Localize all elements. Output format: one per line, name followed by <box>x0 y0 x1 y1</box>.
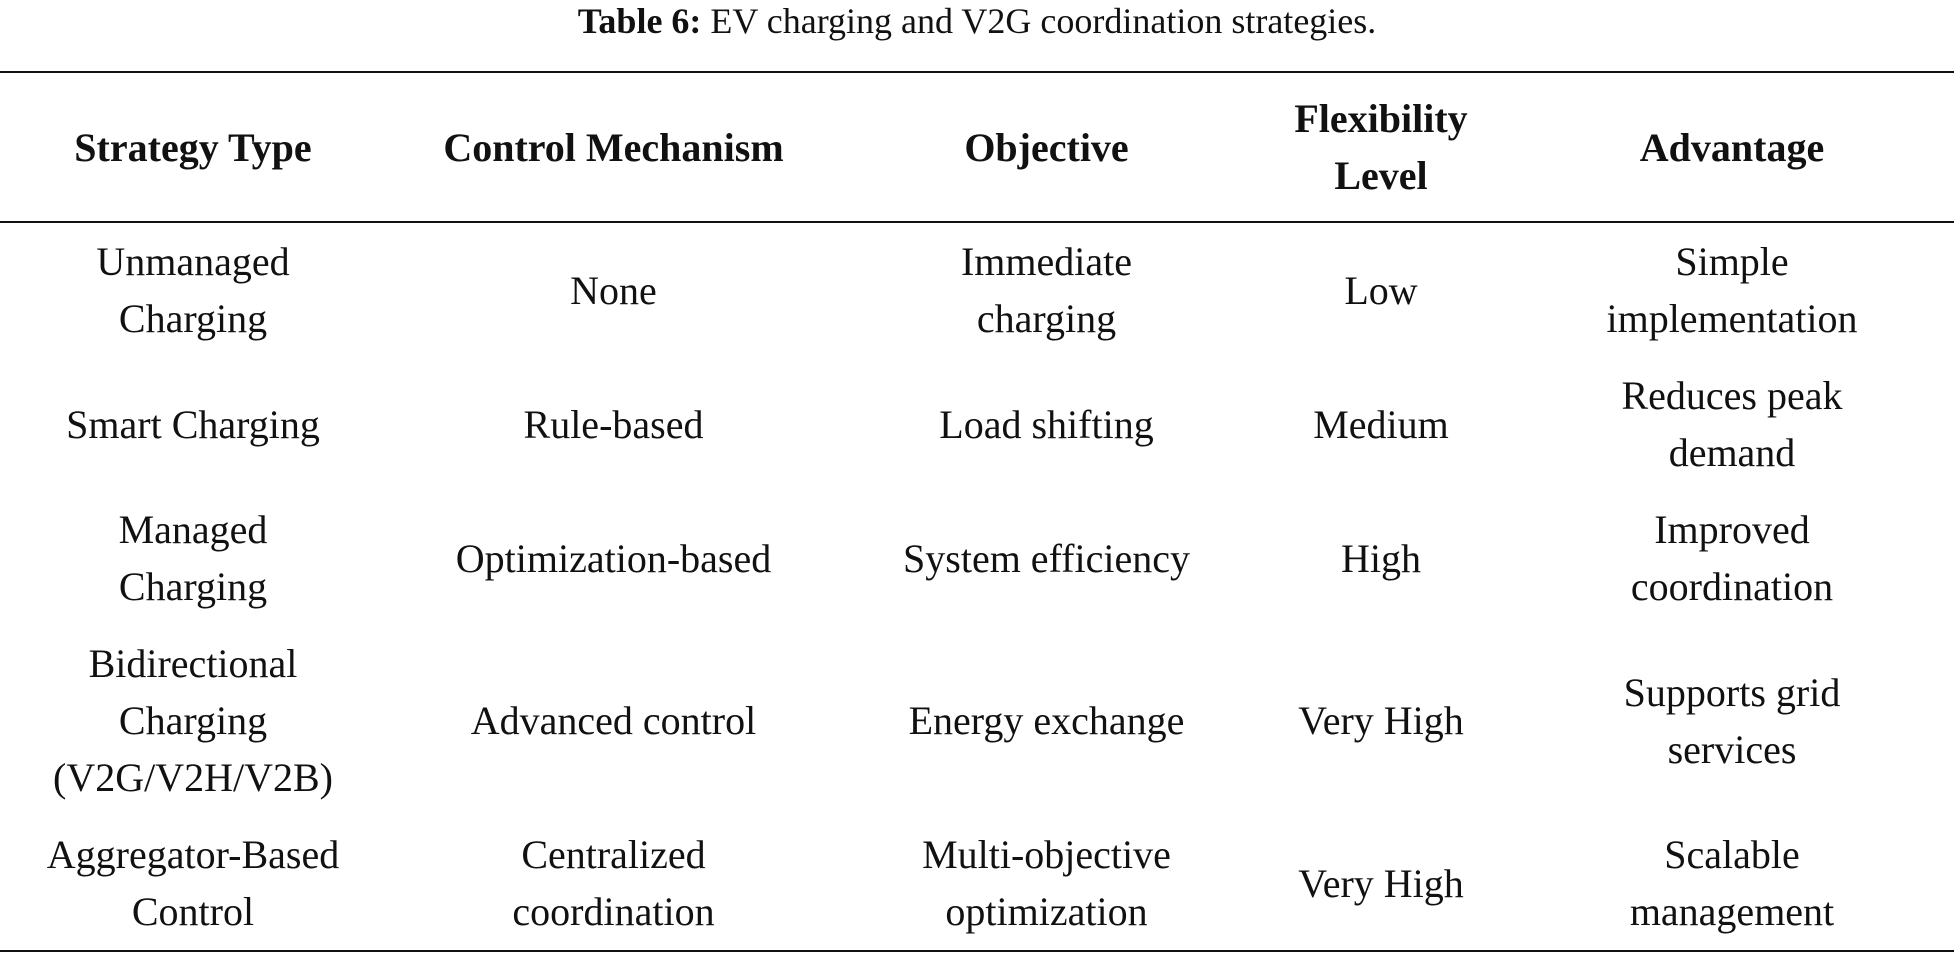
table-cell: Low <box>1252 222 1510 357</box>
table-cell: Very High <box>1252 625 1510 816</box>
header-cell: Control Mechanism <box>386 72 841 222</box>
cell-line: Supports grid <box>1623 669 1841 715</box>
cell-line: Simple <box>1675 239 1789 284</box>
cell-line: Managed <box>118 507 268 552</box>
table-cell: Reduces peak demand <box>1510 357 1954 491</box>
cell-line: (V2G/V2H/V2B) <box>53 755 333 800</box>
header-row: Strategy Type Control Mechanism Objective F… <box>0 72 1954 222</box>
table: Strategy Type Control Mechanism Objective F… <box>0 71 1954 952</box>
caption-label: Table 6: <box>577 1 702 41</box>
cell-line: coordination <box>512 889 715 934</box>
cell-line: Charging <box>118 564 268 609</box>
cell-line: Very High <box>1298 860 1464 906</box>
cell-line: Optimization-based <box>455 535 772 581</box>
table-header: Strategy Type Control Mechanism Objective F… <box>0 72 1954 222</box>
cell-line: Energy exchange <box>908 698 1185 743</box>
table-cell: Simple implementation <box>1510 222 1954 357</box>
table-cell: Aggregator-Based Control <box>0 816 386 951</box>
table-row: Bidirectional Charging (V2G/V2H/V2B) Advanc… <box>0 625 1954 816</box>
cell-line: Low <box>1344 267 1418 313</box>
cell-line: Improved <box>1654 507 1810 552</box>
cell-line: Flexibility <box>1294 96 1468 141</box>
table-cell: Smart Charging <box>0 357 386 491</box>
cell-line: Scalable <box>1664 832 1800 877</box>
cell-line: High <box>1341 535 1421 581</box>
table-row: Unmanaged Charging None Immediate charging Lo… <box>0 222 1954 357</box>
cell-line: None <box>570 267 657 313</box>
table-cell: Managed Charging <box>0 491 386 625</box>
table-cell: High <box>1252 491 1510 625</box>
cell-line: Multi-objective <box>922 832 1171 877</box>
table-row: Aggregator-Based Control Centralized coordi… <box>0 816 1954 951</box>
cell-line: charging <box>976 296 1117 341</box>
header-cell: Flexibility Level <box>1252 72 1510 222</box>
table-cell: Supports grid services <box>1510 625 1954 816</box>
table-cell: Improved coordination <box>1510 491 1954 625</box>
cell-line: Level <box>1334 153 1428 198</box>
table-cell: Multi-objective optimization <box>841 816 1252 951</box>
cell-line: Reduces peak <box>1621 373 1843 418</box>
table-cell: None <box>386 222 841 357</box>
table-cell: Medium <box>1252 357 1510 491</box>
cell-line: Load shifting <box>939 401 1154 447</box>
table-caption: Table 6: EV charging and V2G coordinatio… <box>0 0 1954 42</box>
table-body: Unmanaged Charging None Immediate charging Lo… <box>0 222 1954 951</box>
table-cell: Load shifting <box>841 357 1252 491</box>
cell-line: Strategy Type <box>74 124 312 170</box>
cell-line: optimization <box>945 889 1148 934</box>
cell-line: Advanced control <box>470 698 757 743</box>
cell-line: Medium <box>1313 401 1449 447</box>
table-cell: Bidirectional Charging (V2G/V2H/V2B) <box>0 625 386 816</box>
cell-line: implementation <box>1606 296 1858 341</box>
table-cell: Centralized coordination <box>386 816 841 951</box>
header-cell: Advantage <box>1510 72 1954 222</box>
cell-line: demand <box>1668 430 1796 475</box>
cell-line: services <box>1667 726 1797 772</box>
cell-line: Advantage <box>1639 124 1825 170</box>
cell-line: Aggregator-Based <box>46 832 340 877</box>
cell-line: Unmanaged <box>96 239 290 284</box>
cell-line: Objective <box>964 124 1129 170</box>
header-cell: Strategy Type <box>0 72 386 222</box>
cell-line: Centralized <box>521 832 706 877</box>
cell-line: Control Mechanism <box>443 124 784 170</box>
table-cell: Energy exchange <box>841 625 1252 816</box>
table-cell: Unmanaged Charging <box>0 222 386 357</box>
cell-line: Charging <box>118 296 268 341</box>
cell-line: Very High <box>1298 698 1464 743</box>
table-cell: Very High <box>1252 816 1510 951</box>
table-cell: Rule-based <box>386 357 841 491</box>
cell-line: Immediate <box>960 239 1133 284</box>
table-cell: Immediate charging <box>841 222 1252 357</box>
cell-line: Control <box>131 889 255 934</box>
cell-line: Smart Charging <box>66 401 320 447</box>
table-row: Managed Charging Optimization-based System … <box>0 491 1954 625</box>
cell-line: Rule-based <box>523 401 704 447</box>
table-cell: Scalable management <box>1510 816 1954 951</box>
table-row: Smart Charging Rule-based Load shifting Med… <box>0 357 1954 491</box>
cell-line: management <box>1629 889 1835 934</box>
table-cell: Advanced control <box>386 625 841 816</box>
cell-line: Charging <box>118 698 268 743</box>
table-cell: System efficiency <box>841 491 1252 625</box>
table-cell: Optimization-based <box>386 491 841 625</box>
cell-line: Bidirectional <box>88 641 298 686</box>
cell-line: System efficiency <box>903 535 1190 581</box>
caption-text: EV charging and V2G coordination strateg… <box>710 1 1377 41</box>
header-cell: Objective <box>841 72 1252 222</box>
cell-line: coordination <box>1630 564 1834 609</box>
